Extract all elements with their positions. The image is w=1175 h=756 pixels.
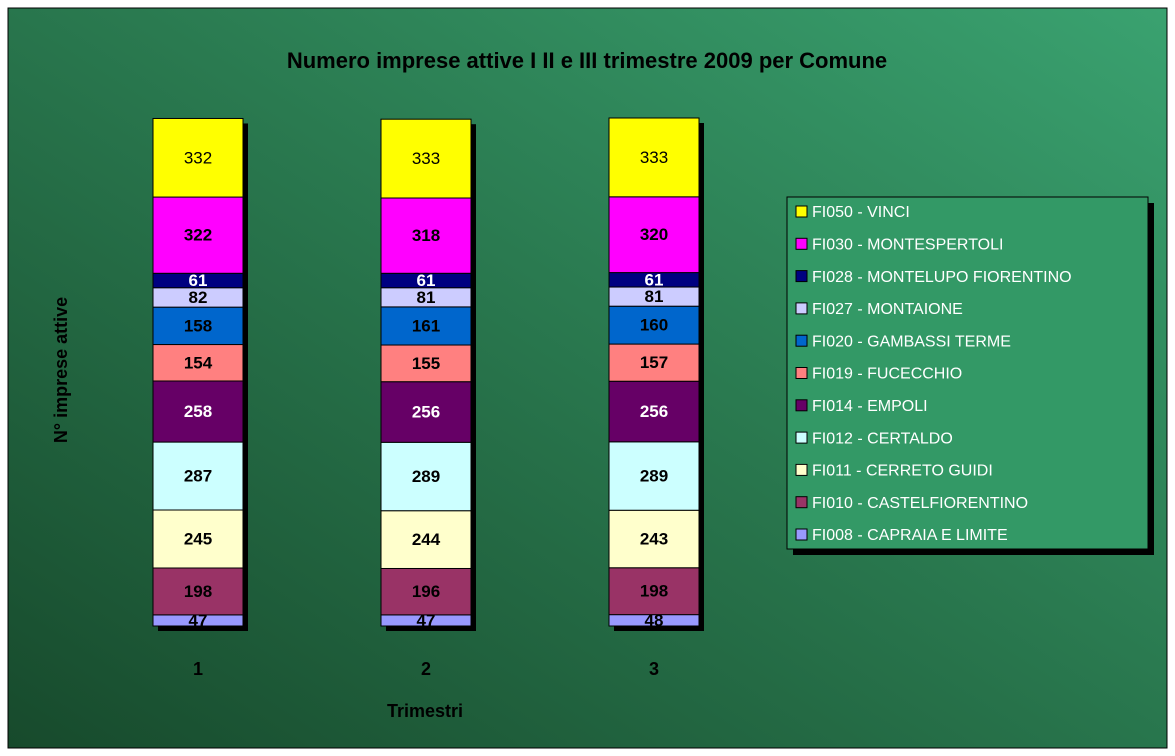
data-label: 81 bbox=[417, 288, 436, 307]
data-label: 82 bbox=[189, 288, 208, 307]
data-label: 160 bbox=[640, 316, 668, 335]
data-label: 320 bbox=[640, 225, 668, 244]
legend-swatch bbox=[795, 237, 808, 250]
data-label: 333 bbox=[412, 149, 440, 168]
bar-segment bbox=[608, 305, 700, 345]
legend-swatch bbox=[795, 431, 808, 444]
legend-label: FI008 - CAPRAIA E LIMITE bbox=[812, 527, 1008, 544]
bar-segment bbox=[608, 380, 700, 443]
legend-label: FI027 - MONTAIONE bbox=[812, 301, 963, 318]
legend-label: FI014 - EMPOLI bbox=[812, 398, 928, 415]
legend-swatch bbox=[795, 463, 808, 476]
legend-swatch bbox=[795, 302, 808, 315]
legend-label: FI050 - VINCI bbox=[812, 204, 910, 221]
legend-label: FI012 - CERTALDO bbox=[812, 430, 953, 447]
legend-label: FI030 - MONTESPERTOLI bbox=[812, 237, 1003, 254]
data-label: 61 bbox=[645, 270, 664, 289]
legend-label: FI011 - CERRETO GUIDI bbox=[812, 463, 993, 480]
bar-segment bbox=[380, 306, 472, 346]
bar-segment bbox=[608, 117, 700, 198]
data-label: 243 bbox=[640, 529, 668, 548]
data-label: 155 bbox=[412, 354, 440, 373]
data-label: 61 bbox=[189, 271, 208, 290]
data-label: 157 bbox=[640, 353, 668, 372]
bar-segment bbox=[380, 344, 472, 383]
data-label: 154 bbox=[184, 353, 213, 372]
bar-segment bbox=[152, 344, 244, 382]
legend-swatch bbox=[795, 399, 808, 412]
data-label: 47 bbox=[189, 611, 208, 630]
bar-segment bbox=[608, 567, 700, 616]
bar-segment bbox=[608, 509, 700, 569]
legend bbox=[786, 196, 1149, 550]
data-label: 287 bbox=[184, 467, 212, 486]
bar-segment bbox=[152, 380, 244, 443]
legend-swatch bbox=[795, 367, 808, 379]
data-label: 318 bbox=[412, 226, 440, 245]
data-label: 198 bbox=[640, 582, 668, 601]
legend-swatch bbox=[795, 270, 808, 283]
data-label: 333 bbox=[640, 148, 668, 167]
data-label: 289 bbox=[640, 467, 668, 486]
x-tick-label: 1 bbox=[193, 659, 203, 679]
data-label: 158 bbox=[184, 316, 212, 335]
legend-swatch bbox=[795, 205, 808, 218]
data-label: 289 bbox=[412, 467, 440, 486]
x-axis-title: Trimestri bbox=[387, 701, 463, 721]
bar-segment bbox=[380, 510, 472, 569]
data-label: 332 bbox=[184, 148, 212, 167]
legend-label: FI028 - MONTELUPO FIORENTINO bbox=[812, 269, 1072, 286]
bar-segment bbox=[152, 196, 244, 274]
bar-segment bbox=[380, 197, 472, 274]
data-label: 48 bbox=[645, 611, 664, 630]
data-label: 198 bbox=[184, 582, 212, 601]
data-label: 61 bbox=[417, 271, 436, 290]
legend-swatch bbox=[795, 496, 808, 509]
data-label: 244 bbox=[412, 530, 441, 549]
bar-segment bbox=[380, 118, 472, 199]
x-tick-label: 2 bbox=[421, 659, 431, 679]
legend-label: FI019 - FUCECCHIO bbox=[812, 366, 962, 383]
bar-segment bbox=[608, 343, 700, 382]
data-label: 161 bbox=[412, 316, 440, 335]
data-label: 81 bbox=[645, 287, 664, 306]
legend-label: FI020 - GAMBASSI TERME bbox=[812, 333, 1011, 350]
bar-segment bbox=[608, 441, 700, 511]
data-label: 322 bbox=[184, 226, 212, 245]
data-label: 256 bbox=[640, 402, 668, 421]
bar-segment bbox=[380, 567, 472, 616]
bar-segment bbox=[380, 381, 472, 443]
chart-title: Numero imprese attive I II e III trimest… bbox=[287, 48, 887, 73]
y-axis-title: N° imprese attive bbox=[51, 297, 71, 443]
bar-segment bbox=[380, 441, 472, 512]
legend-swatch bbox=[795, 334, 808, 347]
data-label: 245 bbox=[184, 529, 212, 548]
x-tick-label: 3 bbox=[649, 659, 659, 679]
bar-segment bbox=[152, 117, 244, 198]
data-label: 258 bbox=[184, 402, 212, 421]
data-label: 196 bbox=[412, 582, 440, 601]
legend-label: FI010 - CASTELFIORENTINO bbox=[812, 495, 1028, 512]
data-label: 47 bbox=[417, 611, 436, 630]
data-label: 256 bbox=[412, 402, 440, 421]
bar-segment bbox=[152, 306, 244, 346]
legend-swatch bbox=[795, 528, 808, 541]
